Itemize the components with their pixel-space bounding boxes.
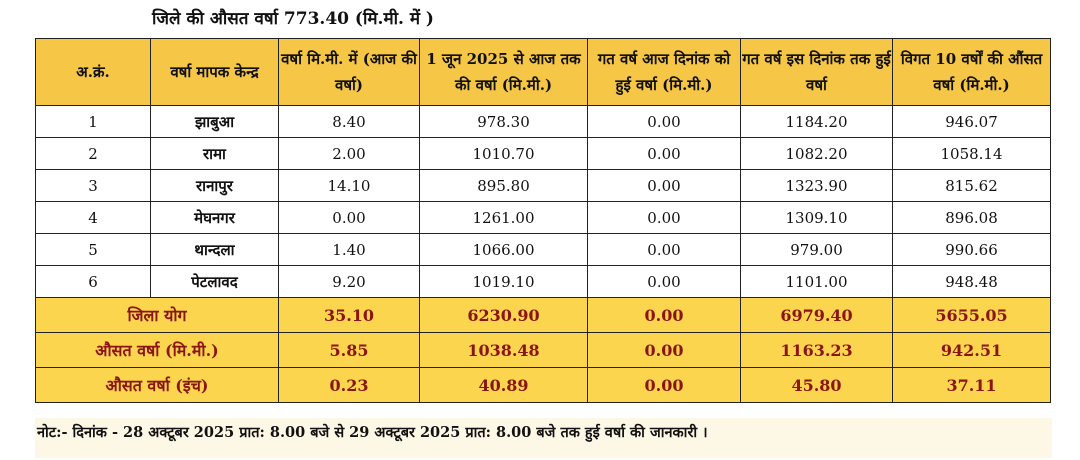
table-cell: 1309.10 <box>740 201 893 234</box>
table-cell: 6 <box>35 265 151 298</box>
column-header: वर्षा मापक केन्द्र <box>150 38 279 106</box>
summary-cell: 0.23 <box>278 367 420 403</box>
summary-cell: 1038.48 <box>419 332 588 368</box>
summary-cell: 37.11 <box>892 367 1051 403</box>
table-cell: थान्दला <box>150 233 279 266</box>
column-header: अ.क्रं. <box>35 38 151 106</box>
table-cell: 2.00 <box>278 137 420 170</box>
table-cell: 948.48 <box>892 265 1051 298</box>
summary-cell: 0.00 <box>587 332 741 368</box>
summary-label: औसत वर्षा (मि.मी.) <box>35 332 279 368</box>
table-cell: 1.40 <box>278 233 420 266</box>
table-cell: 0.00 <box>587 233 741 266</box>
column-header: 1 जून 2025 से आज तक की वर्षा (मि.मी.) <box>419 38 588 106</box>
table-cell: 0.00 <box>587 169 741 202</box>
table-cell: मेघनगर <box>150 201 279 234</box>
table-row: 6 पेटलावद 9.20 1019.10 0.00 1101.00 948.48 <box>35 265 1051 298</box>
table-cell: 1010.70 <box>419 137 588 170</box>
table-cell: 9.20 <box>278 265 420 298</box>
table-cell: झाबुआ <box>150 105 279 138</box>
table-cell: 1082.20 <box>740 137 893 170</box>
table-cell: 979.00 <box>740 233 893 266</box>
table-cell: 1323.90 <box>740 169 893 202</box>
table-cell: 1 <box>35 105 151 138</box>
column-header: गत वर्ष इस दिनांक तक हुई वर्षा <box>740 38 893 106</box>
table-cell: पेटलावद <box>150 265 279 298</box>
summary-cell: 45.80 <box>740 367 893 403</box>
table-cell: 895.80 <box>419 169 588 202</box>
table-cell: 0.00 <box>587 105 741 138</box>
summary-cell: 6230.90 <box>419 297 588 333</box>
table-cell: 5 <box>35 233 151 266</box>
summary-cell: 0.00 <box>587 367 741 403</box>
table-row: 5 थान्दला 1.40 1066.00 0.00 979.00 990.66 <box>35 233 1051 266</box>
table-cell: 1066.00 <box>419 233 588 266</box>
table-cell: 1101.00 <box>740 265 893 298</box>
table-header-row: अ.क्रं. वर्षा मापक केन्द्र वर्षा मि.मी. मे… <box>35 38 1051 106</box>
summary-cell: 6979.40 <box>740 297 893 333</box>
table-cell: 14.10 <box>278 169 420 202</box>
summary-row: औसत वर्षा (मि.मी.) 5.85 1038.48 0.00 1163.23… <box>35 332 1051 368</box>
summary-cell: 0.00 <box>587 297 741 333</box>
table-cell: 815.62 <box>892 169 1051 202</box>
table-cell: 0.00 <box>587 137 741 170</box>
table-row: 1 झाबुआ 8.40 978.30 0.00 1184.20 946.07 <box>35 105 1051 138</box>
table-cell: 2 <box>35 137 151 170</box>
footnote: नोट:- दिनांक - 28 अक्टूबर 2025 प्रात: 8.… <box>35 418 1052 458</box>
table-cell: रानापुर <box>150 169 279 202</box>
summary-cell: 40.89 <box>419 367 588 403</box>
column-header: गत वर्ष आज दिनांक को हुई वर्षा (मि.मी.) <box>587 38 741 106</box>
summary-cell: 942.51 <box>892 332 1051 368</box>
table-cell: 1184.20 <box>740 105 893 138</box>
table-cell: 946.07 <box>892 105 1051 138</box>
table-row: 3 रानापुर 14.10 895.80 0.00 1323.90 815.62 <box>35 169 1051 202</box>
summary-cell: 1163.23 <box>740 332 893 368</box>
table-row: 4 मेघनगर 0.00 1261.00 0.00 1309.10 896.08 <box>35 201 1051 234</box>
table-cell: 1058.14 <box>892 137 1051 170</box>
column-header: विगत 10 वर्षों की औंसत वर्षा (मि.मी.) <box>892 38 1051 106</box>
table-cell: 1019.10 <box>419 265 588 298</box>
table-cell: रामा <box>150 137 279 170</box>
table-row: 2 रामा 2.00 1010.70 0.00 1082.20 1058.14 <box>35 137 1051 170</box>
summary-label: जिला योग <box>35 297 279 333</box>
table-cell: 990.66 <box>892 233 1051 266</box>
summary-row: औसत वर्षा (इंच) 0.23 40.89 0.00 45.80 37.11 <box>35 367 1051 403</box>
summary-row: जिला योग 35.10 6230.90 0.00 6979.40 5655.05 <box>35 297 1051 333</box>
summary-cell: 5655.05 <box>892 297 1051 333</box>
page-title: जिले की औसत वर्षा 773.40 (मि.मी. में ) <box>152 9 434 29</box>
summary-label: औसत वर्षा (इंच) <box>35 367 279 403</box>
table-cell: 978.30 <box>419 105 588 138</box>
table-cell: 3 <box>35 169 151 202</box>
table-cell: 8.40 <box>278 105 420 138</box>
table-cell: 0.00 <box>587 265 741 298</box>
table-cell: 0.00 <box>278 201 420 234</box>
summary-cell: 5.85 <box>278 332 420 368</box>
table-cell: 4 <box>35 201 151 234</box>
table-cell: 1261.00 <box>419 201 588 234</box>
rainfall-table: अ.क्रं. वर्षा मापक केन्द्र वर्षा मि.मी. मे… <box>35 38 1051 403</box>
column-header: वर्षा मि.मी. में (आज की वर्षा) <box>278 38 420 106</box>
table-cell: 0.00 <box>587 201 741 234</box>
summary-cell: 35.10 <box>278 297 420 333</box>
table-cell: 896.08 <box>892 201 1051 234</box>
